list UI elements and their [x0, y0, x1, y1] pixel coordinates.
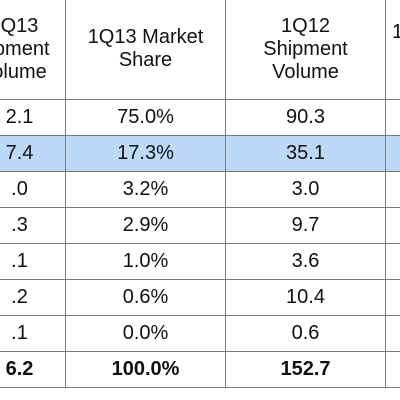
table-cell: 35.1 — [226, 136, 386, 172]
header-cell: 1 — [386, 0, 400, 100]
table-cell — [386, 100, 400, 136]
cell-text: .3 — [11, 214, 28, 236]
table-cell: 6.2 — [0, 352, 66, 388]
header-text: Shipment — [263, 37, 348, 60]
table-cell: 0.6 — [226, 316, 386, 352]
cell-text: .1 — [11, 250, 28, 272]
table-cell — [386, 208, 400, 244]
table-cell: .0 — [0, 172, 66, 208]
table-cell — [386, 136, 400, 172]
cell-text: 90.3 — [286, 106, 325, 128]
table-cell: 10.4 — [226, 280, 386, 316]
table-cell: 3.0 — [226, 172, 386, 208]
table-cell — [386, 316, 400, 352]
header-cell: 1Q13 Market Share — [66, 0, 226, 100]
table-cell — [386, 352, 400, 388]
table-cell: 17.3% — [66, 136, 226, 172]
table-cell: 2.9% — [66, 208, 226, 244]
table-cell: 9.7 — [226, 208, 386, 244]
cell-text: 7.4 — [5, 142, 34, 164]
table-cell — [386, 172, 400, 208]
cell-text: 100.0% — [111, 358, 180, 380]
table-cell: 75.0% — [66, 100, 226, 136]
table-cell: .1 — [0, 316, 66, 352]
cell-text: .2 — [11, 286, 28, 308]
cell-text: 0.6% — [122, 286, 169, 308]
header-text: 1 — [392, 21, 400, 43]
table-cell — [386, 280, 400, 316]
table-cell: 7.4 — [0, 136, 66, 172]
cell-text: 3.6 — [291, 250, 320, 272]
cell-text: 10.4 — [286, 286, 325, 308]
table-cell: .2 — [0, 280, 66, 316]
table-cell: .3 — [0, 208, 66, 244]
cell-text: 17.3% — [117, 142, 174, 164]
table-cell: 1.0% — [66, 244, 226, 280]
cell-text: 75.0% — [117, 106, 174, 128]
cell-text: 35.1 — [286, 142, 325, 164]
cell-text: 152.7 — [280, 358, 331, 380]
cell-text: 2.1 — [5, 106, 34, 128]
cell-text: 0.0% — [122, 322, 169, 344]
table-cell: 100.0% — [66, 352, 226, 388]
table-cell: 0.0% — [66, 316, 226, 352]
header-cell: 1Q12 Shipment Volume — [226, 0, 386, 100]
table-cell: 3.2% — [66, 172, 226, 208]
table-cell: 2.1 — [0, 100, 66, 136]
header-text: 1Q12 — [281, 14, 330, 37]
header-text: Share — [118, 49, 173, 71]
header-text: olume — [0, 60, 47, 83]
cell-text: 6.2 — [5, 358, 34, 380]
header-text: Volume — [272, 60, 339, 83]
cell-text: .1 — [11, 322, 28, 344]
table-cell — [386, 244, 400, 280]
table-cell: .1 — [0, 244, 66, 280]
cell-text: 1.0% — [122, 250, 169, 272]
table-cell: 90.3 — [226, 100, 386, 136]
cell-text: 0.6 — [291, 322, 320, 344]
table-cell: 152.7 — [226, 352, 386, 388]
header-text: 1Q13 Market — [87, 26, 204, 48]
cell-text: .0 — [11, 178, 28, 200]
table-cell: 0.6% — [66, 280, 226, 316]
table-cell: 3.6 — [226, 244, 386, 280]
cell-text: 3.2% — [122, 178, 169, 200]
header-cell: Q13ipmentolume — [0, 0, 66, 100]
cell-text: 9.7 — [291, 214, 320, 236]
cell-text: 3.0 — [291, 178, 320, 200]
cell-text: 2.9% — [122, 214, 169, 236]
header-text: Q13 — [0, 14, 39, 37]
header-text: ipment — [0, 37, 50, 60]
